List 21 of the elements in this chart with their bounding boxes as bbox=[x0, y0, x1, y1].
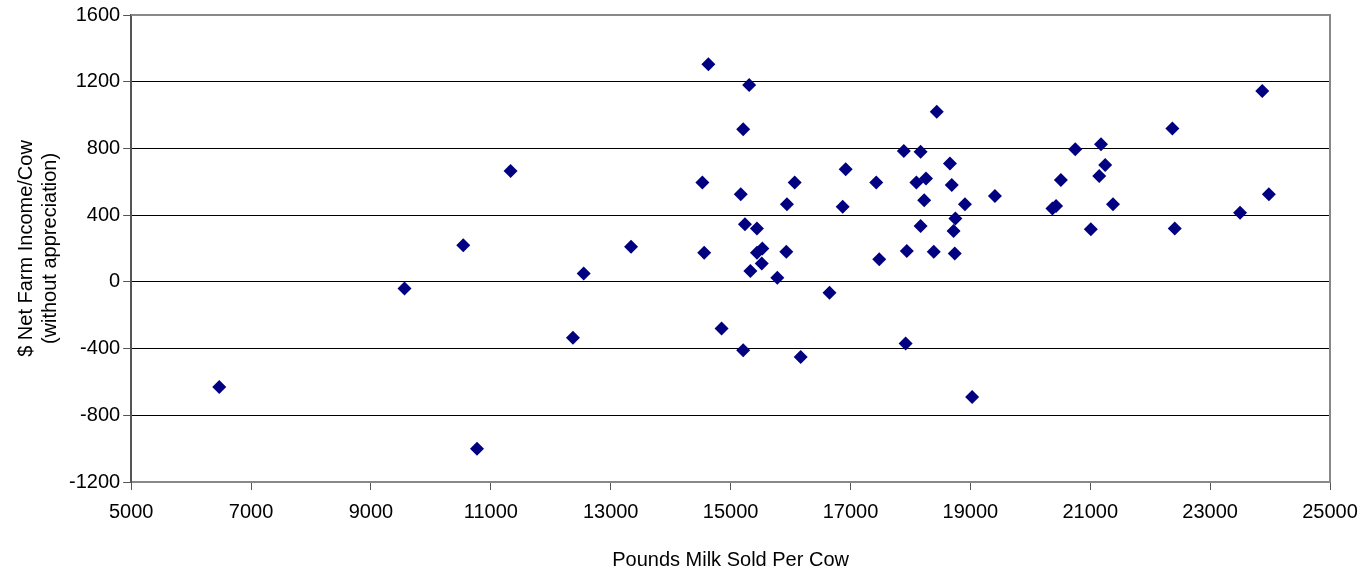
y-tick-label: 1200 bbox=[75, 69, 121, 92]
y-tick-label: 400 bbox=[86, 202, 121, 225]
x-tick-label: 7000 bbox=[228, 499, 274, 522]
y-tick-label: 800 bbox=[86, 135, 121, 158]
x-tick-label: 11000 bbox=[463, 499, 518, 522]
x-tick-label: 13000 bbox=[582, 499, 639, 522]
x-axis-title: Pounds Milk Sold Per Cow bbox=[612, 547, 850, 570]
x-tick-label: 17000 bbox=[822, 499, 879, 522]
x-tick-label: 15000 bbox=[702, 499, 759, 522]
y-tick-label: -400 bbox=[80, 336, 121, 359]
x-tick-label: 25000 bbox=[1302, 499, 1358, 522]
x-tick-label: 21000 bbox=[1062, 499, 1119, 522]
y-tick-label: 0 bbox=[109, 269, 121, 292]
y-tick-label: 1600 bbox=[75, 2, 121, 25]
x-tick-label: 19000 bbox=[942, 499, 999, 522]
x-tick-label: 5000 bbox=[108, 499, 154, 522]
y-axis-title: $ Net Farm Income/Cow (without appreciation) bbox=[13, 139, 60, 357]
x-tick-label: 9000 bbox=[348, 499, 394, 522]
x-tick-label: 23000 bbox=[1182, 499, 1238, 522]
y-tick-label: -800 bbox=[80, 402, 121, 425]
y-tick-label: -1200 bbox=[69, 469, 121, 492]
